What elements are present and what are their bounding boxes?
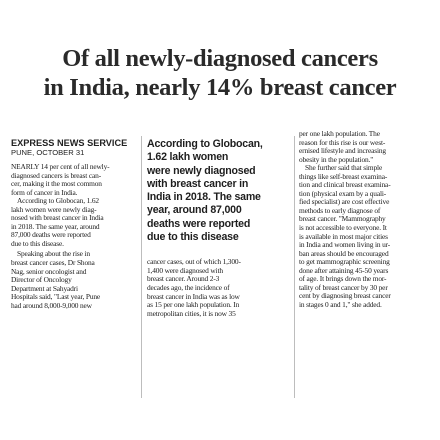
text-line: per one lakh population. The bbox=[299, 130, 380, 138]
paragraph: cancer cases, out of which 1,300- 1,400 … bbox=[147, 258, 289, 318]
column-1: EXPRESS NEWS SERVICE PUNE, OCTOBER 31 NE… bbox=[11, 138, 136, 310]
headline-line: in India, nearly 14% breast cancer bbox=[43, 74, 397, 101]
text-line: nosed with breast cancer in India bbox=[11, 214, 104, 223]
text-line: cer, making it the most common bbox=[11, 180, 102, 189]
dateline: PUNE, OCTOBER 31 bbox=[11, 148, 85, 157]
pull-quote-line: According to Globocan, bbox=[147, 138, 263, 150]
byline: EXPRESS NEWS SERVICE bbox=[11, 138, 128, 148]
text-line: of age. It brings down the mor- bbox=[299, 275, 387, 284]
paragraph: NEARLY 14 per cent of all newly- diagnos… bbox=[11, 163, 136, 197]
pull-quote-line: 1.62 lakh women bbox=[147, 151, 229, 164]
text-line: diagnosed cancers is breast can- bbox=[11, 171, 102, 180]
text-line: breast cancer cases, Dr Shona bbox=[11, 259, 95, 268]
pull-quote-line: India in 2018. The same bbox=[147, 191, 261, 204]
text-line: form of cancer in India. bbox=[11, 188, 78, 197]
text-line: ernised lifestyle and increasing bbox=[299, 147, 386, 156]
paragraph: She further said that simple things like… bbox=[299, 164, 434, 309]
text-line: due to this disease. bbox=[11, 239, 64, 248]
column-3: per one lakh population. The reason for … bbox=[299, 130, 434, 309]
text-line: methods to early diagnose of bbox=[299, 206, 381, 215]
column-divider bbox=[294, 136, 295, 398]
text-line: Nag, senior oncologist and bbox=[11, 267, 87, 276]
text-line: Department at Sahyadri bbox=[11, 284, 78, 293]
text-line: Director of Oncology bbox=[11, 276, 72, 285]
text-line: in stages 0 and 1," she added. bbox=[299, 300, 382, 309]
text-line: tion (physical exam by a quali- bbox=[299, 189, 387, 198]
headline: Of all newly-diagnosed cancers in India,… bbox=[8, 44, 432, 102]
text-line: in 2018. The same year, around bbox=[11, 222, 100, 231]
text-line: tion and clinical breast examina- bbox=[299, 181, 391, 190]
text-line: Hospitals said, "Last year, Pune bbox=[11, 293, 101, 302]
paragraph: per one lakh population. The reason for … bbox=[299, 130, 434, 164]
pull-quote-line: deaths were reported bbox=[147, 217, 251, 230]
text-line: is not accessible to everyone. It bbox=[299, 224, 387, 233]
text-line: NEARLY 14 per cent of all newly- bbox=[11, 163, 110, 171]
text-line: had around 8,000-9,000 new bbox=[11, 301, 92, 310]
headline-line: Of all newly-diagnosed cancers bbox=[62, 45, 378, 72]
text-line: breast cancer. Around 2-3 bbox=[147, 275, 220, 284]
text-line: Speaking about the rise in bbox=[17, 250, 90, 259]
pull-quote-line: due to this disease bbox=[147, 231, 239, 244]
text-line: lakh women were newly diag- bbox=[11, 205, 97, 214]
text-line: as 15 per one lakh population. In bbox=[147, 301, 240, 310]
paragraph: Speaking about the rise in breast cancer… bbox=[11, 250, 136, 310]
column-divider bbox=[141, 136, 142, 398]
text-line: obesity in the population." bbox=[299, 155, 374, 164]
text-line: 87,000 deaths were reported bbox=[11, 231, 91, 240]
text-line: is available in most major cities bbox=[299, 232, 388, 241]
column-2: According to Globocan, 1.62 lakh women w… bbox=[147, 138, 289, 318]
pull-quote-line: were newly diagnosed bbox=[147, 164, 256, 177]
text-line: cent by diagnosing breast cancer bbox=[299, 292, 391, 301]
text-line: breast cancer in India was as low bbox=[147, 292, 240, 301]
text-line: metropolitan cities, it is now 35 bbox=[147, 309, 236, 318]
text-line: in India and women living in ur- bbox=[299, 241, 391, 250]
text-line: According to Globocan, 1.62 bbox=[17, 197, 99, 206]
paragraph: According to Globocan, 1.62 lakh women w… bbox=[11, 197, 136, 248]
text-line: fied specialist) are cost effective bbox=[299, 198, 390, 207]
pull-quote-line: year, around 87,000 bbox=[147, 204, 242, 217]
text-line: to get mammographic screening bbox=[299, 258, 390, 267]
text-line: reason for this rise is our west- bbox=[299, 138, 386, 147]
text-line: ban areas should be encouraged bbox=[299, 249, 389, 258]
text-line: done after attaining 45-50 years bbox=[299, 266, 389, 275]
text-line: things like self-breast examina- bbox=[299, 172, 388, 181]
text-line: decades ago, the incidence of bbox=[147, 284, 230, 293]
text-line: tality of breast cancer by 30 per bbox=[299, 283, 388, 292]
pull-quote: According to Globocan, 1.62 lakh women w… bbox=[147, 138, 289, 244]
text-line: breast cancer. "Mammography bbox=[299, 215, 386, 224]
text-line: cancer cases, out of which 1,300- bbox=[147, 258, 241, 267]
text-line: 1,400 were diagnosed with bbox=[147, 266, 223, 275]
pull-quote-line: with breast cancer in bbox=[147, 177, 249, 190]
text-line: She further said that simple bbox=[305, 164, 383, 173]
